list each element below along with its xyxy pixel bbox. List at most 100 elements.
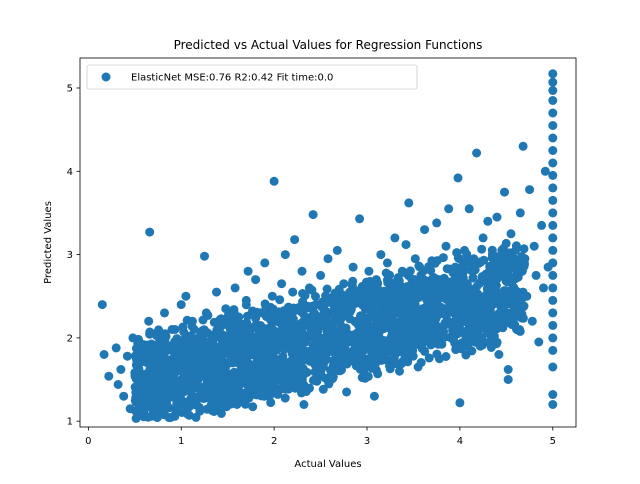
- scatter-point: [525, 185, 535, 195]
- scatter-point: [104, 371, 114, 381]
- band-point: [360, 373, 370, 383]
- band-point: [373, 369, 383, 379]
- scatter-point: [153, 387, 163, 397]
- band-point: [195, 341, 205, 351]
- scatter-point: [325, 325, 335, 334]
- scatter-point: [444, 204, 454, 214]
- band-point: [318, 384, 328, 394]
- scatter-point: [252, 345, 262, 355]
- y-tick-label: 2: [67, 333, 73, 344]
- scatter-point: [122, 351, 132, 361]
- band-point: [352, 328, 362, 338]
- scatter-point: [297, 266, 307, 276]
- scatter-point: [548, 295, 558, 305]
- scatter-point: [522, 291, 532, 301]
- band-point: [179, 327, 189, 337]
- scatter-point: [448, 333, 457, 343]
- band-point: [519, 261, 529, 271]
- band-point: [477, 244, 487, 254]
- band-point: [275, 310, 285, 319]
- band-point: [131, 413, 141, 423]
- band-point: [154, 351, 164, 361]
- scatter-point: [478, 233, 488, 243]
- legend-entry-label: ElasticNet MSE:0.76 R2:0.42 Fit time:0.0: [131, 73, 333, 84]
- scatter-point: [390, 233, 400, 243]
- scatter-point: [212, 287, 221, 297]
- band-point: [324, 378, 334, 388]
- band-point: [248, 306, 257, 316]
- band-point: [489, 331, 499, 341]
- scatter-point: [158, 406, 168, 416]
- scatter-point: [548, 333, 558, 343]
- band-point: [145, 396, 155, 406]
- band-point: [408, 308, 418, 318]
- scatter-point: [215, 345, 225, 355]
- band-point: [207, 384, 217, 394]
- band-point: [296, 337, 306, 347]
- scatter-point: [441, 241, 451, 251]
- scatter-point: [409, 316, 418, 326]
- scatter-point: [181, 400, 191, 409]
- scatter-point: [472, 148, 482, 158]
- band-point: [501, 238, 511, 248]
- scatter-point: [548, 320, 558, 330]
- scatter-point: [367, 295, 377, 305]
- scatter-point: [379, 287, 389, 297]
- scatter-point: [371, 275, 381, 285]
- band-point: [417, 318, 427, 328]
- band-point: [358, 312, 368, 321]
- scatter-point: [306, 345, 316, 355]
- band-point: [183, 409, 193, 419]
- scatter-point: [150, 329, 160, 339]
- y-axis-ticks: 1 2 3 4 5: [67, 83, 80, 428]
- band-point: [414, 293, 423, 303]
- scatter-point: [483, 216, 493, 226]
- band-point: [248, 375, 258, 385]
- scatter-point: [330, 291, 339, 301]
- scatter-point: [548, 362, 558, 372]
- scatter-point: [299, 400, 309, 409]
- scatter-point: [351, 316, 361, 326]
- scatter-point: [201, 308, 211, 318]
- band-point: [316, 369, 326, 379]
- band-point: [509, 283, 519, 292]
- band-point: [244, 393, 254, 403]
- scatter-point: [255, 308, 265, 318]
- band-point: [188, 395, 198, 405]
- scatter-point: [531, 270, 541, 280]
- band-point: [374, 328, 384, 338]
- scatter-point: [422, 283, 432, 293]
- band-point: [457, 338, 467, 348]
- scatter-point: [119, 391, 129, 401]
- scatter-point: [283, 325, 293, 334]
- scatter-point: [288, 287, 298, 297]
- scatter-point: [265, 391, 274, 401]
- band-point: [332, 358, 342, 368]
- y-tick-label: 5: [67, 83, 73, 94]
- scatter-point: [243, 266, 253, 276]
- band-point: [322, 284, 332, 294]
- scatter-point: [320, 312, 330, 322]
- scatter-point: [139, 408, 149, 418]
- band-point: [171, 404, 181, 414]
- scatter-point: [492, 212, 502, 222]
- scatter-point: [336, 341, 346, 351]
- band-point: [274, 370, 283, 380]
- scatter-point: [327, 370, 337, 380]
- scatter-point: [481, 270, 491, 280]
- scatter-point: [399, 300, 409, 310]
- scatter-point: [537, 220, 547, 230]
- scatter-point: [397, 266, 407, 276]
- scatter-point: [357, 283, 367, 293]
- scatter-point: [435, 354, 444, 364]
- scatter-point: [334, 308, 344, 318]
- band-point: [448, 325, 458, 335]
- scatter-point: [311, 300, 321, 310]
- band-point: [496, 289, 506, 299]
- scatter-point: [548, 345, 558, 355]
- x-tick-label: 5: [550, 436, 556, 447]
- band-point: [519, 301, 529, 311]
- band-point: [238, 351, 248, 361]
- scatter-point: [420, 225, 430, 235]
